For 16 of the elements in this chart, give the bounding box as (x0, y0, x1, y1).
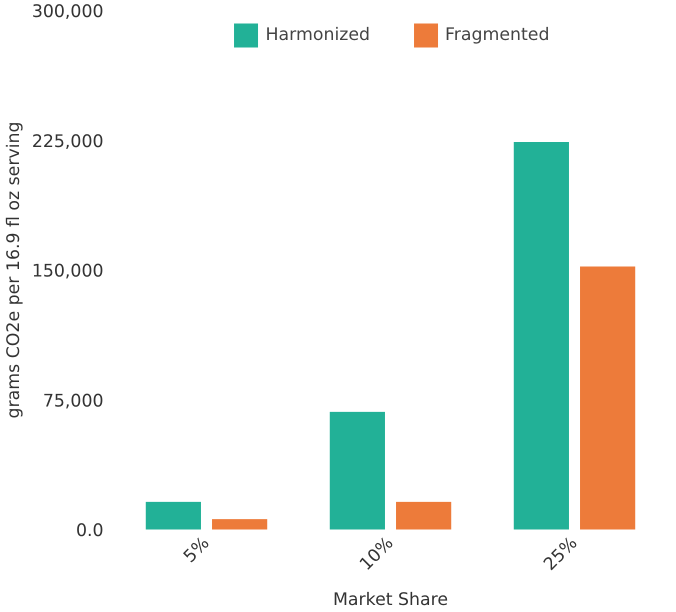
bar (580, 266, 636, 530)
y-tick-label: 225,000 (32, 132, 104, 152)
bar (212, 519, 268, 530)
bar (514, 142, 569, 530)
y-tick-label: 0.0 (76, 521, 104, 541)
bar (146, 502, 201, 530)
legend-label: Fragmented (445, 25, 550, 45)
y-tick-label: 150,000 (32, 262, 104, 282)
x-tick-label: 5% (180, 533, 214, 568)
x-axis-title: Market Share (332, 590, 448, 610)
y-axis-title: grams CO2e per 16.9 fl oz serving (4, 122, 24, 418)
bar (396, 502, 452, 530)
y-tick-label: 300,000 (32, 2, 104, 22)
y-tick-label: 75,000 (42, 391, 104, 412)
bar (330, 412, 385, 530)
legend-label: Harmonized (266, 25, 370, 45)
